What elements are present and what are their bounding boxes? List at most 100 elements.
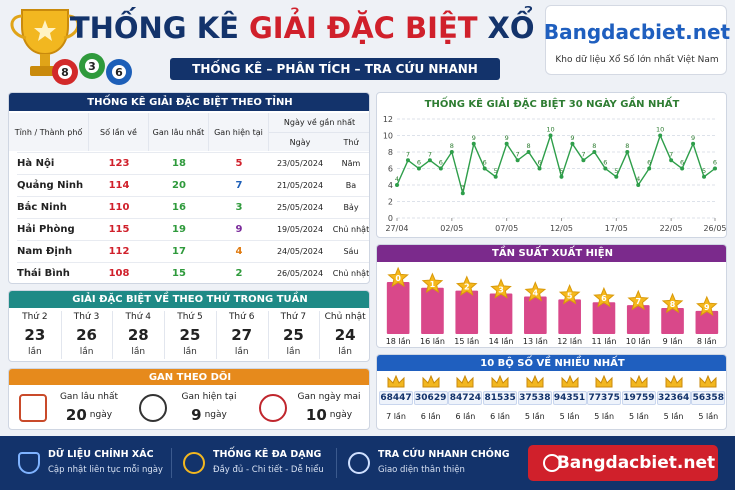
data-line (396, 133, 716, 194)
gan-panel: GAN THEO DÕI Gan lâu nhất 20 ngày Gan hiện t… (8, 368, 370, 430)
day-name: Thứ 3 (73, 312, 100, 322)
number-count: 5 lần (594, 411, 615, 421)
panel-title: THỐNG KÊ GIẢI ĐẶC BIỆT THEO TỈNH (9, 93, 369, 111)
data-point (427, 158, 432, 163)
data-point (471, 141, 476, 146)
table-cell: 9 (209, 218, 269, 240)
crown-icon (491, 375, 509, 388)
divider (215, 311, 217, 359)
data-point (570, 141, 575, 146)
day-name: Thứ 5 (177, 312, 203, 322)
sub-column-header: Ngày (269, 132, 331, 151)
bar (626, 305, 650, 334)
data-point (581, 158, 586, 163)
gan-icon (19, 394, 47, 422)
y-tick-label: 10 (383, 132, 393, 141)
day-count: 23 (24, 326, 46, 344)
feature-title: DỮ LIỆU CHÍNH XÁC (48, 449, 154, 460)
table-cell: Quảng Ninh (17, 174, 97, 196)
divider (319, 311, 321, 359)
title-part: GIẢI ĐẶC BIỆT (249, 11, 478, 45)
logo-box: Bangdacbiet.net Kho dữ liệu Xổ Số lớn nhấ… (543, 5, 731, 75)
data-label: 6 (647, 159, 651, 167)
digit-label: 9 (704, 303, 710, 312)
bar (489, 293, 513, 334)
panel-title: GIẢI ĐẶC BIỆT VỀ THEO THỨ TRONG TUẦN (9, 291, 369, 308)
table-cell: 24/05/2024 (269, 240, 331, 262)
data-point (504, 141, 509, 146)
number-box: 68447 (379, 391, 413, 405)
ball-number: 8 (61, 66, 69, 79)
number-box: 94351 (552, 391, 587, 405)
y-tick-label: 12 (383, 115, 393, 124)
data-label: 8 (450, 142, 454, 150)
value-label: 15 lần (454, 336, 479, 346)
day-name: Thứ 6 (228, 312, 255, 322)
table-cell: 26/05/2024 (269, 262, 331, 283)
bar (386, 282, 410, 334)
day-unit: lần (131, 347, 146, 357)
digit-label: 6 (601, 294, 607, 303)
data-point (669, 158, 674, 163)
feature-icon (18, 452, 40, 474)
data-point (713, 166, 717, 171)
table-cell: 18 (149, 152, 209, 174)
website-button[interactable]: Bangdacbiet.net (528, 445, 718, 481)
table-cell: Năm (331, 152, 369, 174)
title-part: THỐNG KÊ (69, 11, 239, 45)
value-label: 16 lần (420, 336, 445, 346)
panel-title: 10 BỘ SỐ VỀ NHIỀU NHẤT (377, 355, 726, 371)
line-chart-panel: THỐNG KÊ GIẢI ĐẶC BIỆT 30 NGÀY GẦN NHẤT 0… (376, 92, 727, 238)
day-name: Thứ 7 (280, 312, 307, 322)
bar (421, 287, 444, 334)
table-cell: 21/05/2024 (269, 174, 331, 196)
star-icon (593, 286, 615, 308)
bar (558, 299, 581, 334)
data-label: 3 (461, 183, 465, 191)
star-icon (490, 278, 512, 299)
table-cell: Bắc Ninh (17, 196, 97, 218)
gan-value: 10 (305, 406, 327, 424)
value-label: 18 lần (386, 336, 411, 346)
data-point (658, 133, 663, 138)
data-point (603, 166, 608, 171)
table-cell: 114 (89, 174, 149, 196)
number-box: 30629 (413, 391, 448, 405)
number-count: 6 lần (490, 411, 510, 421)
data-point (526, 150, 531, 154)
top-numbers-panel: 10 BỘ SỐ VỀ NHIỀU NHẤT 68447 7 lần 30629 6 l… (376, 354, 727, 430)
data-label: 8 (625, 142, 629, 150)
feature-icon (348, 452, 370, 474)
y-tick-label: 4 (388, 181, 393, 190)
ball-number: 6 (115, 66, 123, 79)
y-tick-label: 8 (388, 148, 393, 157)
data-label: 10 (546, 126, 554, 134)
data-point (515, 158, 520, 163)
digit-label: 7 (635, 297, 641, 306)
number-box: 77375 (587, 391, 622, 405)
gan-icon (139, 394, 167, 422)
divider (112, 311, 114, 359)
crown-icon (387, 375, 405, 388)
table-cell: 112 (89, 240, 149, 262)
data-label: 5 (559, 167, 563, 175)
feature-title: THỐNG KÊ ĐA DẠNG (213, 449, 322, 460)
day-name: Thứ 4 (125, 312, 152, 322)
digit-label: 8 (670, 300, 676, 309)
divider (267, 311, 269, 359)
balls: 8 3 6 (52, 53, 132, 85)
number-count: 5 lần (628, 411, 649, 421)
data-label: 5 (494, 167, 498, 175)
data-label: 4 (395, 175, 399, 183)
data-label: 8 (592, 142, 596, 150)
table-cell: 115 (89, 218, 149, 240)
data-point (405, 158, 410, 163)
table-cell: 19/05/2024 (269, 218, 331, 240)
logo-text: Bangdacbiet.net (543, 20, 731, 44)
table-cell: Ba (331, 174, 369, 196)
y-tick-label: 6 (388, 165, 393, 174)
crown-icon (422, 375, 440, 388)
column-header: Số lần về (89, 113, 149, 151)
table-cell: 2 (209, 262, 269, 283)
data-label: 5 (702, 167, 706, 175)
